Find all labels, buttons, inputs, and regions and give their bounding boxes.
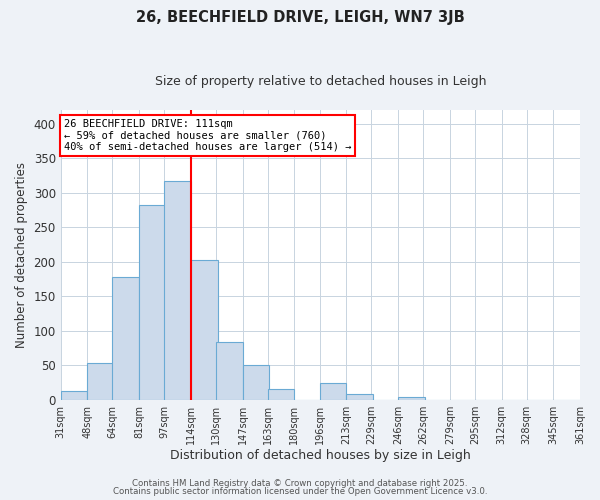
Title: Size of property relative to detached houses in Leigh: Size of property relative to detached ho… (155, 75, 486, 88)
X-axis label: Distribution of detached houses by size in Leigh: Distribution of detached houses by size … (170, 450, 471, 462)
Bar (112, 277, 139, 400)
Bar (216, 342, 242, 400)
Bar (320, 383, 346, 400)
Bar (139, 204, 166, 400)
Bar (191, 260, 218, 400)
Text: Contains public sector information licensed under the Open Government Licence v3: Contains public sector information licen… (113, 487, 487, 496)
Bar (164, 181, 191, 400)
Text: Contains HM Land Registry data © Crown copyright and database right 2025.: Contains HM Land Registry data © Crown c… (132, 478, 468, 488)
Bar (88, 363, 114, 400)
Bar (268, 388, 295, 400)
Bar (242, 365, 269, 400)
Y-axis label: Number of detached properties: Number of detached properties (15, 162, 28, 348)
Text: 26, BEECHFIELD DRIVE, LEIGH, WN7 3JB: 26, BEECHFIELD DRIVE, LEIGH, WN7 3JB (136, 10, 464, 25)
Bar (398, 397, 425, 400)
Bar (346, 394, 373, 400)
Text: 26 BEECHFIELD DRIVE: 111sqm
← 59% of detached houses are smaller (760)
40% of se: 26 BEECHFIELD DRIVE: 111sqm ← 59% of det… (64, 119, 352, 152)
Bar (61, 390, 88, 400)
